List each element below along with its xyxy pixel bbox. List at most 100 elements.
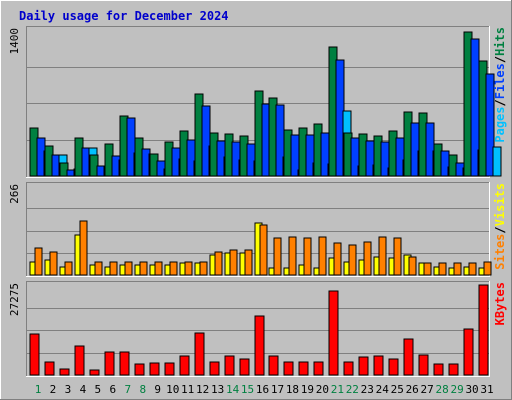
kbytes-bar (268, 355, 279, 376)
kbytes-bar (239, 358, 250, 376)
kbytes-bar (44, 361, 55, 376)
pages-bar (492, 146, 502, 177)
sites-bar (244, 249, 253, 276)
kbytes-bar (224, 355, 235, 376)
sites-bar (229, 249, 238, 276)
day-label: 26 (406, 383, 419, 396)
sites-bar (199, 261, 208, 276)
kbytes-bar (89, 369, 100, 376)
files-bar (485, 73, 495, 177)
kbytes-bar (328, 290, 339, 376)
day-label: 7 (124, 383, 131, 396)
legend: Sites/Visits (493, 183, 507, 270)
sites-bar (64, 261, 73, 276)
day-labels: 1 2 3 4 5 6 7 8 9 10 11 12 13 14 15 16 17 18 19 20 21 22 23 24 2… (35, 383, 494, 396)
day-label: 18 (286, 383, 299, 396)
day-label: 2 (50, 383, 57, 396)
kbytes-bar (358, 356, 369, 376)
day-label: 28 (436, 383, 449, 396)
legend: KBytes (493, 282, 507, 325)
day-label: 23 (361, 383, 374, 396)
kbytes-bar (373, 355, 384, 376)
sites-bar (453, 262, 462, 276)
day-label: 30 (465, 383, 478, 396)
y-axis-max-label: 266 (8, 184, 21, 204)
sites-bar (273, 237, 282, 276)
kbytes-bar (403, 338, 414, 376)
legend-separator: / (493, 226, 507, 233)
day-label: 24 (376, 383, 390, 396)
day-label: 4 (80, 383, 87, 396)
legend-separator: / (493, 56, 507, 63)
day-label: 5 (95, 383, 102, 396)
day-label: 8 (139, 383, 146, 396)
sites-bar (303, 237, 312, 276)
kbytes-bar (209, 361, 220, 376)
kbytes-bar (478, 284, 489, 376)
sites-bar (483, 261, 492, 276)
sites-bar (49, 251, 58, 276)
legend-sites: Sites (493, 234, 507, 270)
day-label: 9 (154, 383, 161, 396)
kbytes-bar (149, 362, 160, 376)
day-label: 21 (331, 383, 344, 396)
sites-bar (438, 262, 447, 276)
sites-bar (139, 261, 148, 276)
y-axis-max-label: 27275 (8, 283, 21, 316)
kbytes-bar (388, 358, 399, 376)
sites-bar (184, 261, 193, 276)
kbytes-bar (418, 354, 429, 376)
kbytes-bar (164, 362, 175, 376)
day-label: 1 (35, 383, 42, 396)
sites-bar (154, 261, 163, 276)
sites-bar (169, 261, 178, 276)
sites-bar (124, 261, 133, 276)
sites-bar (94, 261, 103, 276)
day-label: 11 (181, 383, 194, 396)
kbytes-bar (254, 315, 265, 376)
kbytes-bar (448, 363, 459, 376)
day-label: 3 (65, 383, 72, 396)
kbytes-bar (134, 363, 145, 376)
sites-bar (214, 251, 223, 276)
kbytes-bar (29, 333, 40, 376)
day-label: 31 (480, 383, 493, 396)
legend-pages: Pages (493, 107, 507, 143)
day-label: 25 (391, 383, 404, 396)
day-label: 15 (241, 383, 254, 396)
sites-bar (393, 237, 402, 276)
sites-bar (423, 262, 432, 276)
day-label: 17 (271, 383, 284, 396)
day-label: 6 (110, 383, 117, 396)
day-label: 12 (196, 383, 209, 396)
sites-bar (333, 242, 342, 276)
sites-bar (318, 236, 327, 276)
kbytes-bar (313, 361, 324, 376)
kbytes-bar (179, 355, 190, 376)
day-label: 20 (316, 383, 329, 396)
legend-kbytes: KBytes (493, 282, 507, 325)
day-label: 14 (226, 383, 240, 396)
legend-files: Files (493, 63, 507, 99)
sites-bar (259, 224, 268, 276)
day-label: 27 (421, 383, 434, 396)
sites-bar (34, 247, 43, 276)
kbytes-bar (194, 332, 205, 376)
day-label: 16 (256, 383, 269, 396)
kbytes-bar (298, 361, 309, 376)
sites-bar (348, 244, 357, 276)
sites-bar (109, 261, 118, 276)
kbytes-bar (463, 328, 474, 376)
chart-panel-2: 27275 KBytes (8, 281, 507, 377)
sites-bar (288, 236, 297, 276)
kbytes-bar (433, 363, 444, 376)
kbytes-bar (59, 368, 70, 376)
kbytes-bar (74, 345, 85, 376)
sites-bar (408, 256, 417, 276)
sites-bar (468, 262, 477, 276)
legend-separator: / (493, 99, 507, 106)
